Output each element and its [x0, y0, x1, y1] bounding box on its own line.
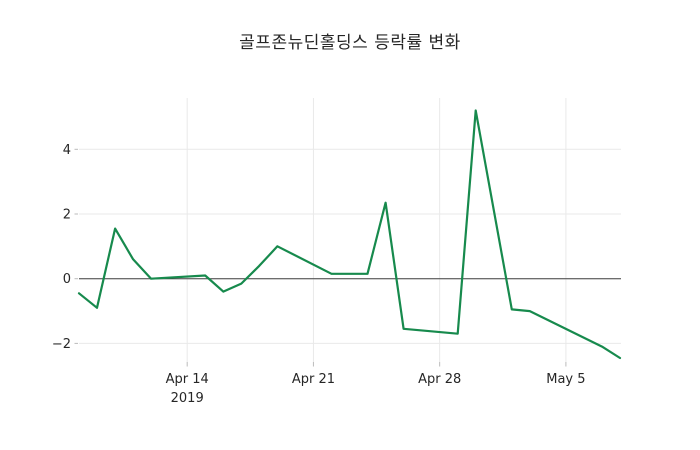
y-axis-tick-label: −2	[52, 337, 71, 352]
y-axis-tick-label: 2	[63, 208, 71, 223]
x-axis-tick-label: Apr 14	[166, 372, 209, 387]
y-axis-tick-label: 0	[63, 272, 71, 287]
chart-title: 골프존뉴딘홀딩스 등락률 변화	[239, 33, 461, 53]
x-axis-tick-label: Apr 21	[292, 372, 335, 387]
x-axis-year-label: 2019	[171, 391, 204, 406]
y-axis-tick-label: 4	[63, 143, 71, 158]
x-axis-tick-label: May 5	[546, 372, 585, 387]
price-change-line	[77, 109, 622, 360]
x-axis-tick-label: Apr 28	[418, 372, 461, 387]
